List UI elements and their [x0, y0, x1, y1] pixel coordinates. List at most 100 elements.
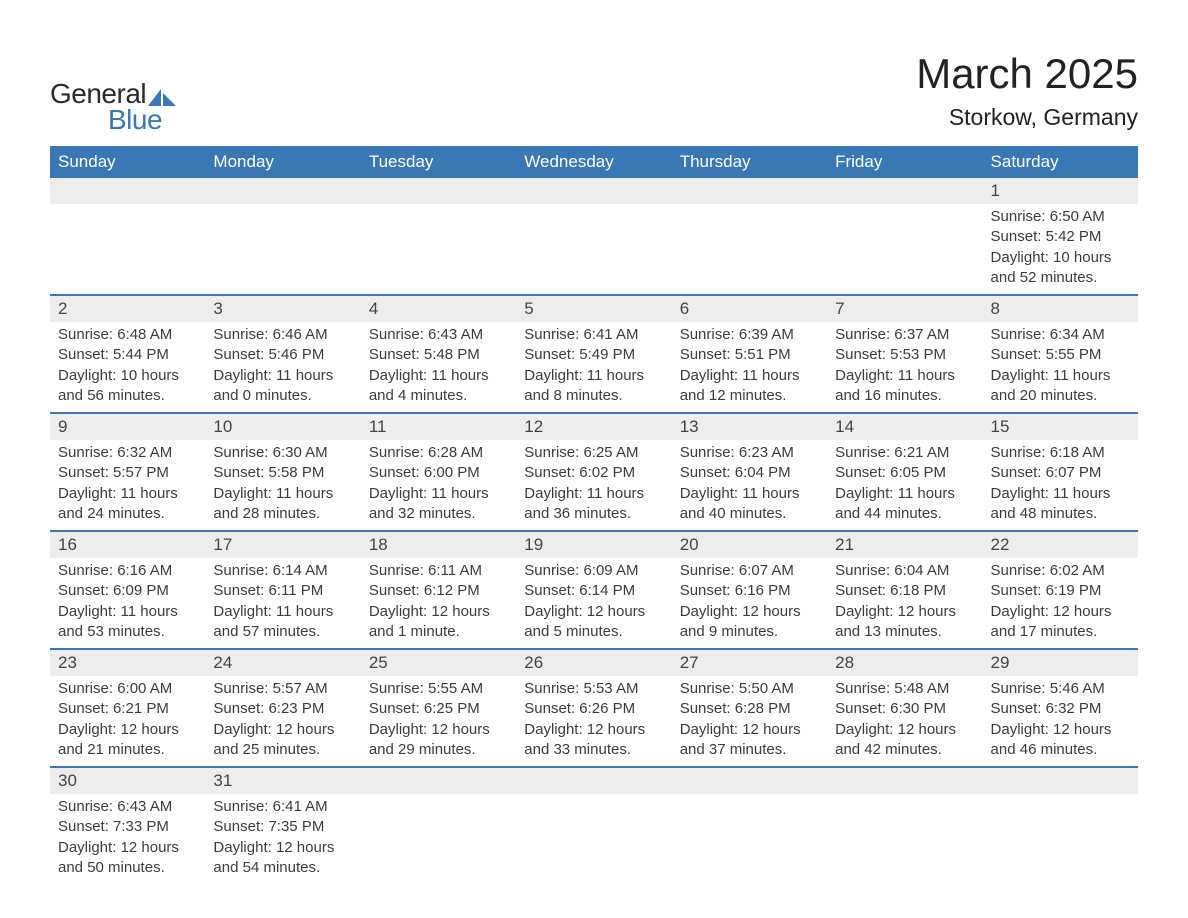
sunset-text: Sunset: 6:09 PM: [58, 581, 197, 601]
day-number-cell: [50, 178, 205, 204]
day-detail-cell: Sunrise: 6:41 AMSunset: 7:35 PMDaylight:…: [205, 794, 360, 884]
daylight-text: and 9 minutes.: [680, 622, 819, 642]
calendar-thead: Sunday Monday Tuesday Wednesday Thursday…: [50, 146, 1138, 178]
sunset-text: Sunset: 6:02 PM: [524, 463, 663, 483]
daylight-text: and 8 minutes.: [524, 386, 663, 406]
day-number-cell: 4: [361, 295, 516, 322]
day-number-cell: 17: [205, 531, 360, 558]
daylight-text: Daylight: 11 hours: [213, 366, 352, 386]
daylight-text: and 50 minutes.: [58, 858, 197, 878]
title-block: March 2025 Storkow, Germany: [916, 50, 1138, 131]
sunset-text: Sunset: 6:12 PM: [369, 581, 508, 601]
daylight-text: Daylight: 11 hours: [369, 366, 508, 386]
day-detail-cell: Sunrise: 6:32 AMSunset: 5:57 PMDaylight:…: [50, 440, 205, 531]
daylight-text: Daylight: 11 hours: [213, 484, 352, 504]
day-number-cell: 27: [672, 649, 827, 676]
daynum-row: 23242526272829: [50, 649, 1138, 676]
day-number-cell: 10: [205, 413, 360, 440]
daylight-text: and 16 minutes.: [835, 386, 974, 406]
sunrise-text: Sunrise: 6:25 AM: [524, 443, 663, 463]
sunset-text: Sunset: 6:21 PM: [58, 699, 197, 719]
sunset-text: Sunset: 6:18 PM: [835, 581, 974, 601]
daylight-text: Daylight: 11 hours: [524, 366, 663, 386]
day-number-cell: 20: [672, 531, 827, 558]
day-number-cell: [983, 767, 1138, 794]
detail-row: Sunrise: 6:48 AMSunset: 5:44 PMDaylight:…: [50, 322, 1138, 413]
sunrise-text: Sunrise: 6:02 AM: [991, 561, 1130, 581]
sunset-text: Sunset: 6:11 PM: [213, 581, 352, 601]
logo-sail-icon: [148, 86, 176, 106]
day-detail-cell: Sunrise: 6:18 AMSunset: 6:07 PMDaylight:…: [983, 440, 1138, 531]
day-number-cell: 6: [672, 295, 827, 322]
day-detail-cell: Sunrise: 6:50 AMSunset: 5:42 PMDaylight:…: [983, 204, 1138, 295]
day-detail-cell: [361, 204, 516, 295]
day-number-cell: [827, 767, 982, 794]
day-detail-cell: Sunrise: 6:39 AMSunset: 5:51 PMDaylight:…: [672, 322, 827, 413]
sunrise-text: Sunrise: 6:43 AM: [58, 797, 197, 817]
day-detail-cell: Sunrise: 6:04 AMSunset: 6:18 PMDaylight:…: [827, 558, 982, 649]
daylight-text: Daylight: 12 hours: [524, 720, 663, 740]
daylight-text: Daylight: 12 hours: [58, 838, 197, 858]
day-number-cell: 22: [983, 531, 1138, 558]
detail-row: Sunrise: 6:00 AMSunset: 6:21 PMDaylight:…: [50, 676, 1138, 767]
daylight-text: Daylight: 11 hours: [991, 366, 1130, 386]
day-detail-cell: [50, 204, 205, 295]
daylight-text: and 53 minutes.: [58, 622, 197, 642]
daylight-text: Daylight: 11 hours: [680, 484, 819, 504]
sunset-text: Sunset: 5:51 PM: [680, 345, 819, 365]
day-detail-cell: [827, 204, 982, 295]
sunrise-text: Sunrise: 6:32 AM: [58, 443, 197, 463]
daylight-text: Daylight: 11 hours: [369, 484, 508, 504]
daylight-text: and 54 minutes.: [213, 858, 352, 878]
daylight-text: Daylight: 12 hours: [991, 602, 1130, 622]
daylight-text: and 37 minutes.: [680, 740, 819, 760]
sunrise-text: Sunrise: 5:46 AM: [991, 679, 1130, 699]
day-number-cell: 23: [50, 649, 205, 676]
sunrise-text: Sunrise: 6:39 AM: [680, 325, 819, 345]
sunrise-text: Sunrise: 6:21 AM: [835, 443, 974, 463]
daylight-text: Daylight: 11 hours: [58, 602, 197, 622]
day-number-cell: 12: [516, 413, 671, 440]
day-detail-cell: Sunrise: 6:41 AMSunset: 5:49 PMDaylight:…: [516, 322, 671, 413]
daynum-row: 9101112131415: [50, 413, 1138, 440]
sunrise-text: Sunrise: 6:43 AM: [369, 325, 508, 345]
daylight-text: Daylight: 12 hours: [680, 602, 819, 622]
sunrise-text: Sunrise: 6:14 AM: [213, 561, 352, 581]
calendar-table: Sunday Monday Tuesday Wednesday Thursday…: [50, 146, 1138, 884]
daylight-text: and 4 minutes.: [369, 386, 508, 406]
daylight-text: Daylight: 11 hours: [213, 602, 352, 622]
sunset-text: Sunset: 6:26 PM: [524, 699, 663, 719]
daylight-text: and 42 minutes.: [835, 740, 974, 760]
day-number-cell: [361, 767, 516, 794]
day-detail-cell: Sunrise: 6:07 AMSunset: 6:16 PMDaylight:…: [672, 558, 827, 649]
sunrise-text: Sunrise: 6:41 AM: [213, 797, 352, 817]
day-header: Monday: [205, 146, 360, 178]
sunset-text: Sunset: 6:28 PM: [680, 699, 819, 719]
day-number-cell: [516, 767, 671, 794]
day-detail-cell: [983, 794, 1138, 884]
sunrise-text: Sunrise: 6:04 AM: [835, 561, 974, 581]
daylight-text: Daylight: 12 hours: [213, 720, 352, 740]
sunset-text: Sunset: 5:44 PM: [58, 345, 197, 365]
sunrise-text: Sunrise: 5:57 AM: [213, 679, 352, 699]
day-detail-cell: Sunrise: 6:37 AMSunset: 5:53 PMDaylight:…: [827, 322, 982, 413]
daylight-text: and 48 minutes.: [991, 504, 1130, 524]
sunrise-text: Sunrise: 6:18 AM: [991, 443, 1130, 463]
daylight-text: and 17 minutes.: [991, 622, 1130, 642]
day-detail-cell: Sunrise: 6:34 AMSunset: 5:55 PMDaylight:…: [983, 322, 1138, 413]
day-header: Friday: [827, 146, 982, 178]
daylight-text: and 21 minutes.: [58, 740, 197, 760]
day-header: Tuesday: [361, 146, 516, 178]
day-detail-cell: Sunrise: 6:16 AMSunset: 6:09 PMDaylight:…: [50, 558, 205, 649]
sunrise-text: Sunrise: 6:28 AM: [369, 443, 508, 463]
day-detail-cell: Sunrise: 6:21 AMSunset: 6:05 PMDaylight:…: [827, 440, 982, 531]
daylight-text: and 57 minutes.: [213, 622, 352, 642]
day-detail-cell: Sunrise: 5:53 AMSunset: 6:26 PMDaylight:…: [516, 676, 671, 767]
sunrise-text: Sunrise: 6:30 AM: [213, 443, 352, 463]
daylight-text: and 5 minutes.: [524, 622, 663, 642]
sunrise-text: Sunrise: 5:53 AM: [524, 679, 663, 699]
day-detail-cell: Sunrise: 6:14 AMSunset: 6:11 PMDaylight:…: [205, 558, 360, 649]
sunrise-text: Sunrise: 5:48 AM: [835, 679, 974, 699]
sunset-text: Sunset: 6:05 PM: [835, 463, 974, 483]
sunrise-text: Sunrise: 6:23 AM: [680, 443, 819, 463]
